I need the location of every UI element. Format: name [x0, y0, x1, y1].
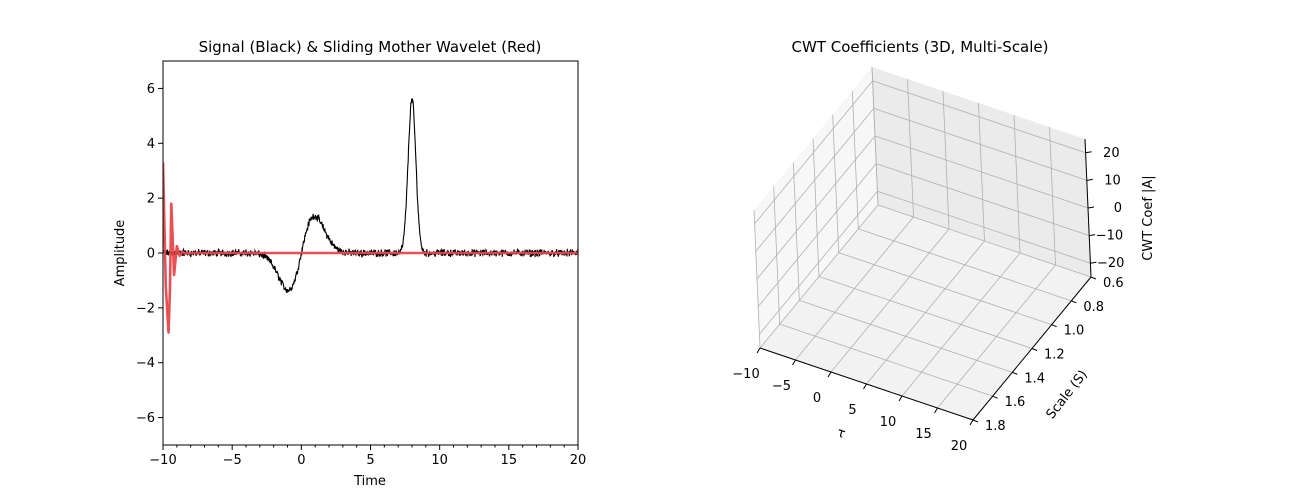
floor-grid-scale — [858, 228, 1072, 302]
back-grid-z — [876, 163, 1090, 236]
scale-tick-label: 1.2 — [1044, 348, 1065, 363]
tau-tick-label: −10 — [732, 367, 759, 382]
scale-tick-label: 1.8 — [985, 419, 1006, 434]
scale-tick-label: 1.0 — [1064, 324, 1085, 339]
scale-tick — [1090, 276, 1097, 280]
chart-title: Signal (Black) & Sliding Mother Wavelet … — [199, 38, 542, 56]
x-tick-label: 10 — [431, 453, 448, 468]
left-grid-z — [757, 163, 877, 307]
floor-grid-scale — [799, 299, 1013, 373]
y-tick-label: −6 — [136, 411, 155, 426]
scale-tick — [1071, 300, 1077, 304]
scale-tick-label: 1.4 — [1024, 371, 1045, 386]
z-tick — [1090, 261, 1097, 264]
tau-tick-label: 10 — [880, 415, 897, 430]
scale-tick — [972, 419, 979, 423]
x-tick-label: 5 — [366, 453, 374, 468]
left-grid-z — [756, 135, 876, 280]
x-tick-label: −5 — [223, 453, 242, 468]
scale-tick — [992, 395, 998, 399]
z-tick — [1089, 234, 1096, 237]
cwt-3d-chart: CWT Coefficients (3D, Multi-Scale) −10 −5… — [732, 38, 1156, 454]
x-tick-label: −10 — [149, 453, 176, 468]
z-tick-label: −20 — [1097, 256, 1124, 271]
chart-title-3d: CWT Coefficients (3D, Multi-Scale) — [792, 38, 1049, 56]
x-axis: −10 −5 0 5 10 15 20 — [149, 445, 586, 468]
tau-tick-label: 5 — [848, 403, 856, 418]
y-tick-label: 0 — [147, 247, 155, 262]
z-tick-label: 0 — [1114, 201, 1122, 216]
scale-tick-label: 0.8 — [1083, 300, 1104, 315]
y-tick-label: −2 — [136, 301, 155, 316]
z-tick-label: 10 — [1104, 173, 1121, 188]
y-tick-label: 4 — [147, 137, 155, 152]
plot-area — [162, 60, 579, 446]
y-tick-label: −4 — [136, 356, 155, 371]
z-tick-label: −10 — [1096, 229, 1123, 244]
tau-tick — [898, 395, 903, 402]
scale-axis-label: Scale (S) — [1044, 368, 1091, 423]
cwt-coef-axis-label: CWT Coef |A| — [1141, 175, 1156, 260]
tau-axis-label: τ — [835, 425, 847, 442]
floor-grid-scale — [818, 276, 1033, 349]
y-tick-label: 6 — [147, 82, 155, 97]
x-tick-label: 15 — [501, 453, 518, 468]
tau-tick — [827, 371, 832, 378]
y-axis: −6 −4 −2 0 2 4 6 — [136, 82, 163, 426]
tau-tick — [969, 419, 974, 426]
y-tick-label: 2 — [147, 192, 155, 207]
tau-tick-label: 0 — [813, 391, 821, 406]
tau-tick-label: −5 — [772, 379, 791, 394]
scale-tick-label: 0.6 — [1103, 276, 1124, 291]
tau-tick-label: 15 — [915, 427, 932, 442]
scale-tick — [1031, 348, 1038, 351]
left-grid-z — [755, 108, 875, 252]
tau-tick-label: 20 — [951, 439, 968, 454]
wavelet-line — [163, 162, 578, 334]
tau-tick — [756, 347, 761, 354]
x-tick-label: 0 — [297, 453, 305, 468]
floor-grid-scale — [779, 323, 993, 397]
back-grid-z — [877, 190, 1091, 264]
back-grid-z — [873, 108, 1087, 181]
left-grid-z — [759, 190, 878, 335]
signal-line — [163, 98, 578, 294]
x-axis-label: Time — [353, 474, 386, 489]
scale-tick — [1012, 371, 1018, 375]
scale-tick — [1051, 324, 1057, 328]
3d-grid — [753, 66, 1092, 421]
x-tick-label: 20 — [570, 453, 587, 468]
floor-grid-scale — [877, 204, 1092, 278]
left-grid-z — [754, 80, 873, 225]
z-tick — [1087, 206, 1095, 209]
y-axis-label: Amplitude — [113, 220, 128, 287]
signal-chart: Signal (Black) & Sliding Mother Wavelet … — [113, 38, 586, 489]
tau-tick — [792, 359, 796, 366]
tau-tick — [934, 407, 938, 414]
3d-panes — [754, 67, 1091, 420]
tau-tick — [863, 383, 867, 390]
scale-tick-label: 1.6 — [1005, 395, 1026, 410]
3d-axes: −10 −5 0 5 10 15 20 0.6 0.8 1.0 1.2 1.4 1.6 1.8 −20 −10… — [732, 138, 1124, 454]
z-tick — [1086, 178, 1093, 181]
floor-grid-scale — [838, 252, 1052, 326]
z-tick — [1085, 151, 1092, 154]
z-tick-label: 20 — [1103, 146, 1120, 161]
back-grid-z — [874, 135, 1089, 209]
back-grid-z — [872, 80, 1086, 154]
